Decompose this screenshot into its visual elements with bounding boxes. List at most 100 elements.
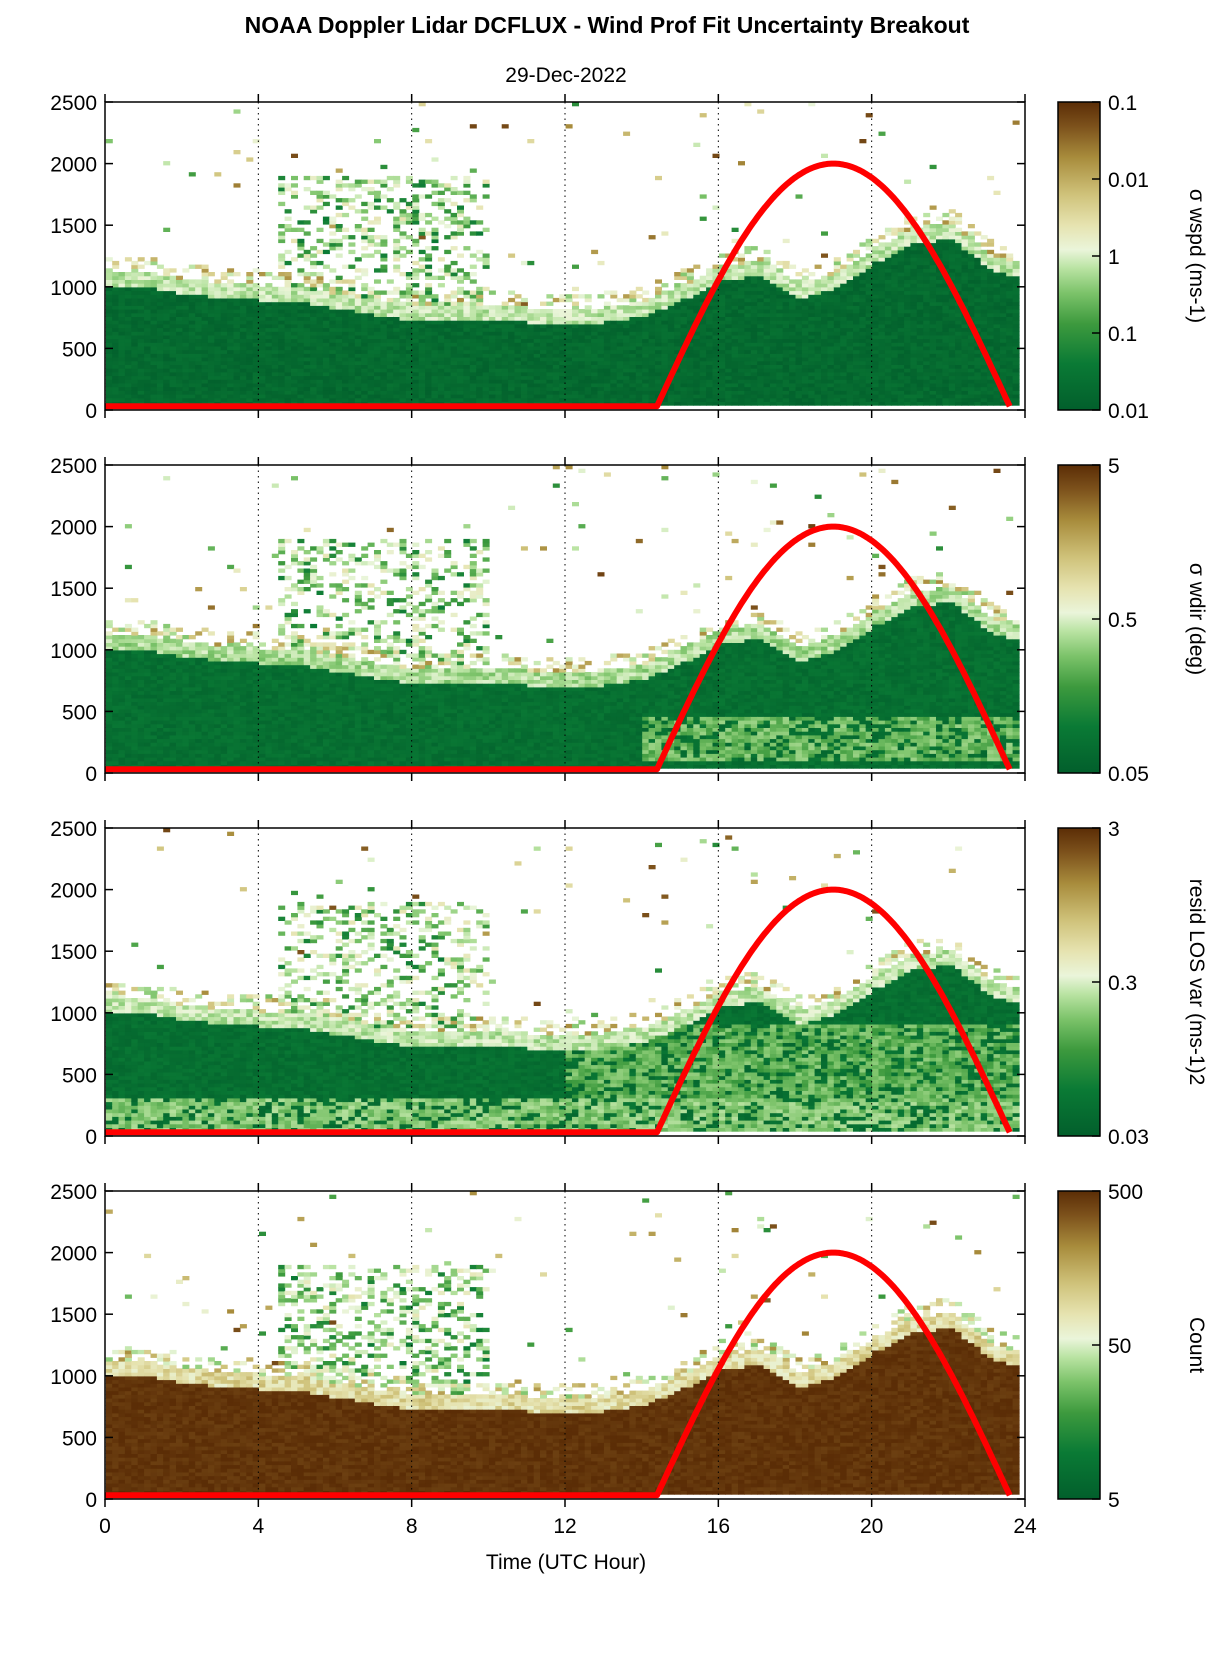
heatmap-cell [380,205,388,210]
heatmap-cell [750,375,758,380]
heatmap-cell [750,268,758,273]
heatmap-cell [444,364,452,369]
heatmap-cell [163,290,171,295]
heatmap-cell [386,360,394,365]
heatmap-cell [367,227,375,232]
heatmap-cell [393,205,401,210]
heatmap-cell [782,294,790,299]
heatmap-cell [322,371,330,377]
heatmap-cell [431,357,439,362]
heatmap-cell [169,283,177,288]
heatmap-cell [297,397,305,402]
heatmap-cell [821,275,828,280]
heatmap-cell [904,386,912,391]
heatmap-cell [904,268,912,273]
heatmap-cell [674,272,682,277]
heatmap-cell [731,397,739,402]
heatmap-cell [246,305,254,310]
heatmap-cell [354,320,362,325]
heatmap-cell [642,386,650,391]
heatmap-cell [118,320,126,325]
heatmap-cell [572,338,579,343]
heatmap-cell [763,353,771,358]
heatmap-cell [156,279,164,284]
heatmap-cell [891,327,899,332]
heatmap-cell [457,379,464,384]
heatmap-cell [380,360,388,365]
heatmap-cell [789,360,797,365]
heatmap-cell [814,279,822,284]
heatmap-cell [252,390,260,395]
heatmap-cell [904,242,912,247]
heatmap-cell [176,368,183,373]
heatmap-cell [706,309,714,314]
heatmap-cell [457,309,464,314]
heatmap-cell [642,290,650,295]
heatmap-cell [642,397,650,402]
heatmap-cell [297,331,305,336]
heatmap-cell [674,338,682,343]
heatmap-cell [603,327,611,332]
heatmap-cell [322,397,330,402]
heatmap-cell [457,301,464,306]
heatmap-cell [693,371,701,377]
heatmap-cell [271,342,279,347]
heatmap-cell [706,360,714,365]
heatmap-cell [520,316,528,321]
heatmap-cell [757,386,765,391]
heatmap-cell [501,124,509,129]
heatmap-cell [757,275,765,280]
heatmap-cell [476,345,484,351]
heatmap-cell [105,286,113,292]
heatmap-cell [265,297,273,303]
heatmap-cell [310,286,318,292]
heatmap-cell [271,382,279,388]
heatmap-cell [252,331,260,336]
heatmap-cell [118,364,126,369]
heatmap-cell [118,371,126,377]
heatmap-cell [910,301,918,306]
heatmap-cell [335,309,343,314]
heatmap-cell [821,338,828,343]
heatmap-cell [284,349,292,354]
heatmap-cell [163,316,171,321]
heatmap-cell [923,394,931,399]
heatmap-cell [782,297,790,303]
heatmap-cell [910,235,918,240]
heatmap-cell [265,312,273,317]
heatmap-cell [412,283,420,288]
heatmap-cell [814,360,822,365]
heatmap-cell [923,312,931,317]
heatmap-cell [310,309,318,314]
heatmap-cell [527,334,535,340]
heatmap-cell [144,368,152,373]
heatmap-cell [412,394,420,399]
heatmap-cell [769,360,777,365]
heatmap-cell [853,253,860,258]
heatmap-cell [316,368,324,373]
heatmap-cell [648,371,656,377]
heatmap-cell [297,305,305,310]
heatmap-cell [207,360,215,365]
heatmap-cell [578,312,586,317]
heatmap-cell [763,260,771,266]
heatmap-cell [572,264,579,269]
heatmap-cell [591,386,599,391]
heatmap-cell [744,290,752,295]
heatmap-cell [303,320,311,325]
heatmap-cell [176,375,183,380]
heatmap-cell [865,353,873,358]
heatmap-cell [846,327,854,332]
heatmap-cell [872,249,880,255]
heatmap-cell [425,360,433,365]
heatmap-cell [776,382,784,388]
heatmap-cell [418,331,426,336]
heatmap-cell [399,357,407,362]
heatmap-cell [150,382,158,388]
heatmap-cell [182,342,190,347]
heatmap-cell [610,342,618,347]
heatmap-cell [310,279,318,284]
heatmap-cell [929,309,937,314]
heatmap-cell [118,283,126,288]
heatmap-cell [405,309,413,314]
